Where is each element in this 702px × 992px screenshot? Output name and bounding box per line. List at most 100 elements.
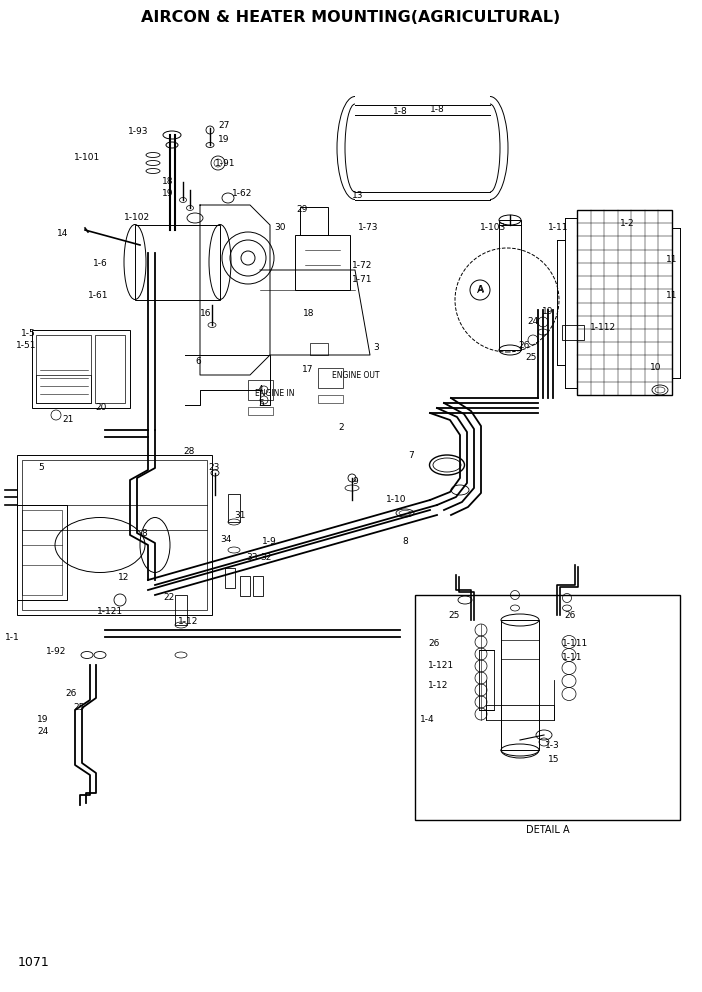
Text: 1-101: 1-101 [74,154,100,163]
Text: 1-61: 1-61 [88,292,108,301]
Text: 9: 9 [352,477,358,486]
Text: 25: 25 [525,352,536,361]
Text: 23: 23 [208,463,219,472]
Text: 1-112: 1-112 [590,322,616,331]
Text: 34: 34 [220,536,232,545]
Bar [228,494,240,522]
Bar [310,343,328,355]
Text: A: A [477,285,483,295]
Text: 1-71: 1-71 [352,275,373,284]
Text: 7: 7 [408,450,413,459]
Text: 1-62: 1-62 [232,188,253,197]
Text: 19: 19 [218,136,230,145]
Bar [499,220,521,350]
Bar [17,505,67,600]
Text: 31: 31 [234,511,246,520]
Text: 17: 17 [302,365,314,375]
Text: 1-2: 1-2 [620,218,635,227]
Text: 14: 14 [57,228,68,237]
Bar [577,210,672,395]
Bar [501,620,539,750]
Text: 1-102: 1-102 [124,212,150,221]
Bar [135,225,220,300]
Text: 1-9: 1-9 [262,538,277,547]
Text: 24: 24 [37,727,48,736]
Text: 1-6: 1-6 [93,259,108,268]
Bar [175,595,187,625]
Text: 28: 28 [183,447,194,456]
Text: 1-8: 1-8 [393,107,408,116]
Bar [253,576,263,596]
Text: 1-12: 1-12 [428,681,449,689]
Text: 19: 19 [542,308,553,316]
Text: 11: 11 [666,291,677,300]
Text: 1-12: 1-12 [178,617,199,627]
Text: 13: 13 [352,190,364,199]
Text: 10: 10 [650,363,661,373]
Bar [479,650,494,710]
Text: 1-121: 1-121 [97,607,123,616]
Text: 1-121: 1-121 [428,661,454,670]
Text: 16: 16 [200,309,211,317]
Bar [486,705,554,720]
Bar [248,407,273,415]
Text: 26: 26 [65,688,77,697]
Text: 30: 30 [274,223,286,232]
Text: 2: 2 [338,424,343,433]
Text: 29: 29 [296,205,307,214]
Text: 4: 4 [258,386,264,395]
Bar [562,325,584,340]
Text: AIRCON & HEATER MOUNTING(AGRICULTURAL): AIRCON & HEATER MOUNTING(AGRICULTURAL) [141,11,561,26]
Bar [22,460,207,610]
Text: 1-11: 1-11 [548,223,569,232]
Text: 1-5: 1-5 [21,328,36,337]
Bar [415,595,680,820]
Text: 26: 26 [518,340,529,349]
Text: 21: 21 [62,416,74,425]
Text: 19: 19 [161,189,173,198]
Text: 8: 8 [402,538,408,547]
Text: 1-91: 1-91 [215,159,235,168]
Text: 11: 11 [666,256,677,265]
Text: DETAIL A: DETAIL A [526,825,569,835]
Text: 18: 18 [161,178,173,186]
Text: 1-10: 1-10 [386,495,406,505]
Text: 5: 5 [258,399,264,408]
Text: 1-72: 1-72 [352,261,372,270]
Bar [295,235,350,290]
Text: 1-1: 1-1 [5,634,20,643]
Text: 26: 26 [564,611,576,621]
Text: 5: 5 [38,463,44,472]
Text: 33: 33 [246,554,258,562]
Text: 12: 12 [118,573,129,582]
Text: 1-11: 1-11 [562,653,583,662]
Bar [225,568,235,588]
Text: 1-93: 1-93 [128,127,148,136]
Text: 6: 6 [195,357,201,366]
Text: 19: 19 [37,715,48,724]
Text: 20: 20 [95,404,107,413]
Bar [32,330,130,408]
Bar [300,207,328,235]
Bar [22,510,62,595]
Text: 25: 25 [448,611,459,621]
Text: 1-8: 1-8 [430,105,445,114]
Text: ENGINE OUT: ENGINE OUT [332,370,380,380]
Text: 27: 27 [218,120,230,130]
Text: 1-92: 1-92 [46,648,67,657]
Text: 3: 3 [373,342,379,351]
Bar [36,335,91,403]
Bar [36,375,91,403]
Bar [17,455,212,615]
Bar [248,380,273,400]
Text: 1-103: 1-103 [480,223,506,232]
Text: 8: 8 [141,529,147,538]
Text: A: A [478,286,484,295]
Text: 1-4: 1-4 [420,715,435,724]
Bar [240,576,250,596]
Text: 1071: 1071 [18,955,50,968]
Text: 1-3: 1-3 [545,740,559,750]
Bar [318,395,343,403]
Text: 15: 15 [548,756,559,765]
Text: ENGINE IN: ENGINE IN [255,389,295,398]
